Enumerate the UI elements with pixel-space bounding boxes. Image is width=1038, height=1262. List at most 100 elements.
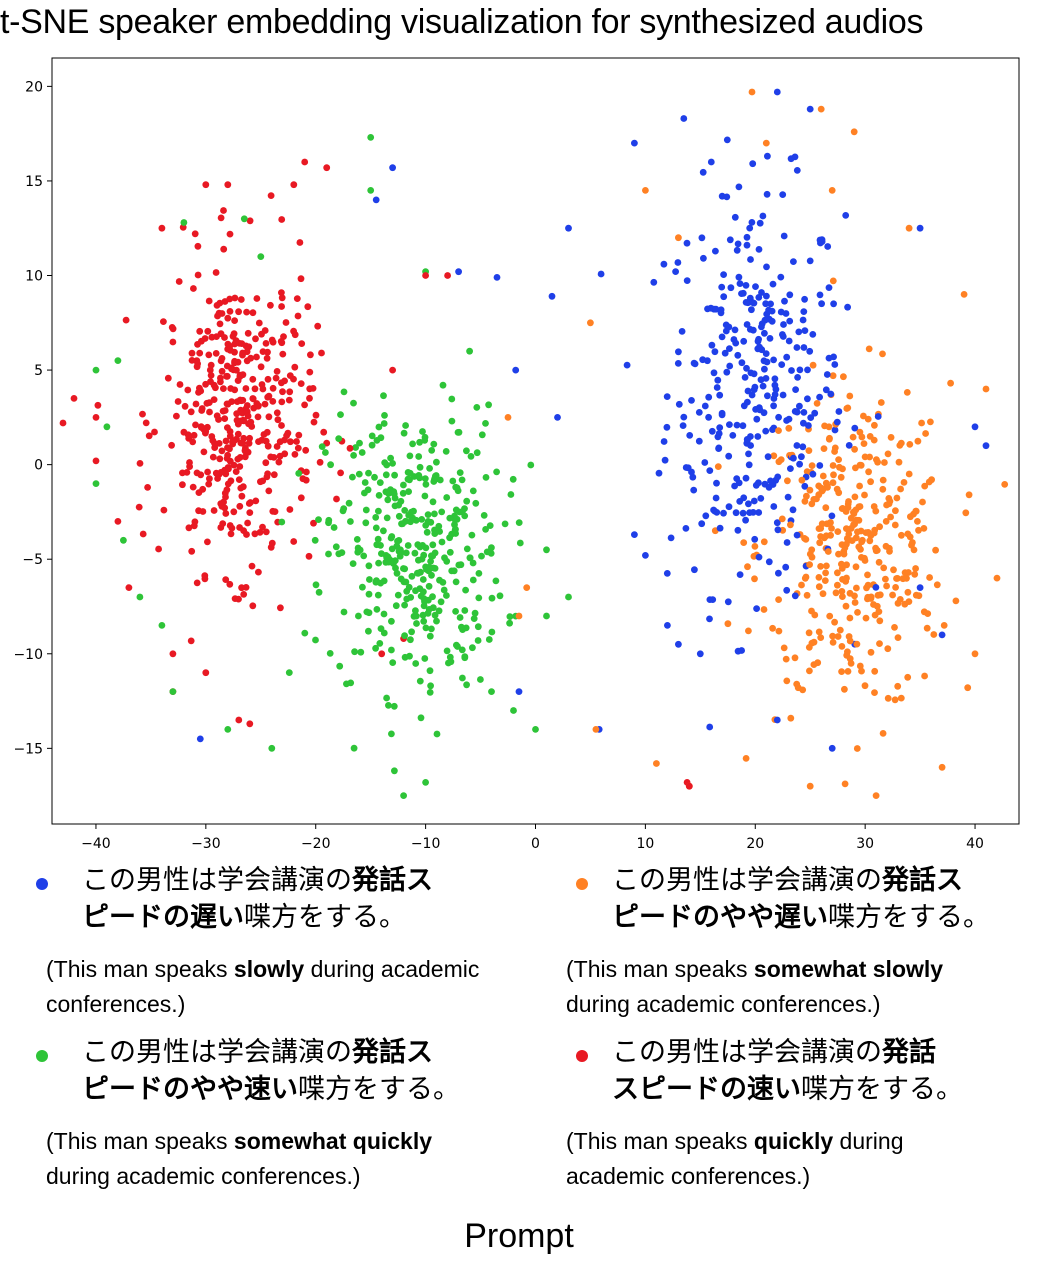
scatter-point: [796, 402, 803, 410]
scatter-point: [216, 320, 224, 328]
legend-marker-blue: [36, 878, 48, 890]
scatter-point: [368, 432, 376, 440]
scatter-point: [385, 702, 392, 709]
scatter-point: [898, 531, 905, 539]
scatter-point: [394, 591, 402, 599]
scatter-point: [234, 455, 242, 463]
scatter-point: [674, 360, 682, 367]
scatter-point: [311, 536, 319, 544]
scatter-point: [393, 569, 401, 577]
scatter-point: [294, 312, 302, 320]
scatter-point: [790, 454, 797, 462]
scatter-point: [255, 319, 263, 327]
scatter-point: [404, 475, 412, 483]
scatter-point: [922, 430, 929, 437]
scatter-point: [787, 155, 795, 163]
scatter-point: [388, 545, 396, 553]
scatter-point: [236, 463, 244, 470]
scatter-point: [416, 543, 424, 551]
scatter-point: [261, 400, 269, 408]
scatter-point: [696, 650, 704, 658]
scatter-point: [416, 438, 423, 446]
scatter-point: [844, 303, 851, 311]
scatter-point: [828, 187, 836, 194]
scatter-point: [825, 354, 833, 362]
scatter-point: [318, 349, 325, 357]
scatter-point: [218, 447, 226, 455]
scatter-point: [221, 504, 229, 512]
scatter-point: [454, 643, 461, 650]
scatter-point: [733, 475, 741, 482]
scatter-point: [197, 423, 205, 430]
scatter-point: [778, 361, 786, 368]
scatter-point: [789, 506, 797, 514]
scatter-point: [326, 650, 334, 657]
scatter-point: [303, 468, 310, 476]
scatter-point: [416, 463, 424, 471]
scatter-point: [419, 576, 427, 583]
scatter-point: [762, 427, 770, 435]
scatter-point: [751, 535, 759, 543]
scatter-point: [246, 509, 254, 516]
scatter-point: [879, 476, 887, 484]
scatter-point: [264, 470, 271, 478]
scatter-point: [262, 340, 270, 347]
scatter-point: [445, 659, 452, 667]
scatter-point: [509, 475, 517, 483]
scatter-point: [230, 508, 238, 516]
scatter-point: [803, 591, 811, 599]
scatter-point: [249, 309, 257, 317]
scatter-point: [333, 495, 340, 503]
scatter-point: [879, 350, 886, 358]
x-tick-label: −40: [81, 836, 111, 852]
scatter-point: [310, 418, 318, 426]
scatter-point: [818, 300, 825, 308]
scatter-point: [674, 259, 682, 266]
scatter-point: [302, 446, 310, 454]
scatter-point: [853, 745, 861, 752]
x-tick-label: −10: [411, 836, 441, 852]
scatter-point: [842, 212, 850, 219]
scatter-point: [835, 456, 842, 463]
scatter-point: [391, 767, 398, 775]
scatter-point: [798, 581, 805, 589]
scatter-point: [785, 337, 793, 345]
scatter-point: [751, 383, 759, 391]
scatter-point: [718, 411, 726, 419]
scatter-point: [765, 558, 773, 566]
scatter-point: [672, 268, 679, 275]
scatter-point: [237, 397, 245, 405]
scatter-point: [806, 561, 813, 568]
scatter-point: [405, 488, 412, 495]
scatter-point: [723, 193, 731, 201]
scatter-point: [235, 308, 243, 316]
scatter-point: [168, 441, 176, 449]
scatter-point: [278, 422, 285, 429]
scatter-point: [871, 689, 878, 696]
scatter-point: [905, 224, 913, 232]
scatter-point: [424, 609, 432, 617]
scatter-point: [243, 531, 250, 538]
scatter-point: [506, 619, 513, 627]
legend-jp-text: この男性は学会講演の発話ス ピードのやや速い喋方をする。: [82, 1037, 460, 1105]
scatter-point: [273, 409, 281, 417]
scatter-point: [408, 572, 416, 580]
scatter-point: [971, 423, 979, 431]
scatter-point: [679, 422, 687, 429]
scatter-point: [394, 537, 401, 545]
scatter-point: [919, 498, 926, 506]
scatter-point: [764, 453, 772, 461]
scatter-point: [543, 612, 550, 620]
scatter-point: [301, 401, 308, 409]
scatter-point: [443, 557, 451, 565]
scatter-point: [720, 271, 727, 278]
scatter-point: [910, 510, 917, 518]
scatter-point: [885, 500, 893, 508]
scatter-point: [829, 639, 837, 646]
scatter-point: [340, 608, 348, 616]
scatter-point: [761, 329, 768, 337]
scatter-point: [323, 164, 331, 172]
scatter-point: [405, 511, 413, 519]
scatter-point: [203, 399, 211, 407]
scatter-point: [695, 437, 703, 445]
